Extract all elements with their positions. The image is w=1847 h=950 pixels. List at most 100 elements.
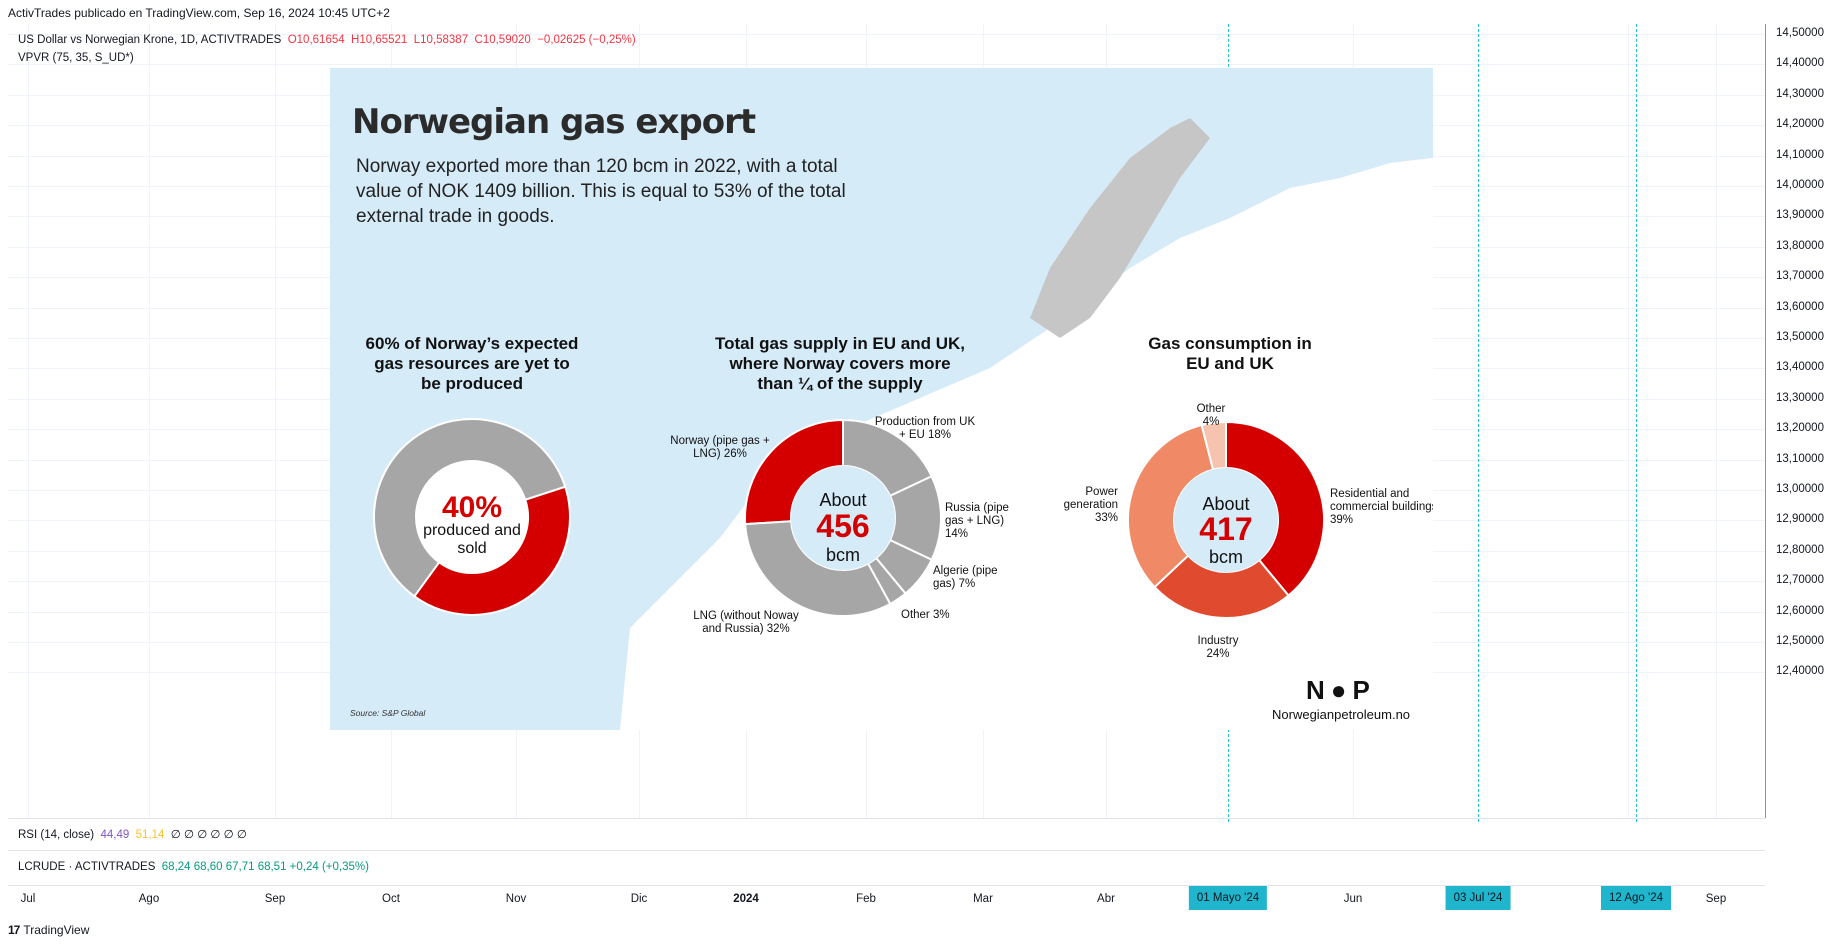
label-power: Power generation 33% [1063, 486, 1118, 524]
symbol-name: US Dollar vs Norwegian Krone, 1D, ACTIVT… [18, 34, 282, 46]
publication-header: ActivTrades publicado en TradingView.com… [8, 6, 390, 20]
donut2-center-top: About [819, 490, 866, 510]
lcrude-values: 68,24 68,60 67,71 68,51 +0,24 (+0,35%) [161, 861, 369, 873]
price-tick: 13,40000 [1776, 361, 1824, 374]
grid-line [1628, 24, 1629, 818]
label-russia: Russia (pipe gas + LNG) 14% [945, 502, 1009, 540]
price-tick: 13,80000 [1776, 239, 1824, 252]
donut1-center-label: sold [457, 540, 486, 557]
grid-line [28, 24, 29, 818]
ohlc-open: O10,61654 [287, 34, 345, 46]
price-tick: 12,50000 [1776, 635, 1824, 647]
ohlc-change: −0,02625 (−0,25%) [537, 34, 636, 46]
donut2-title: Total gas supply in EU and UK, where Nor… [715, 334, 965, 393]
price-tick: 13,30000 [1776, 391, 1824, 404]
ohlc-high: H10,65521 [351, 34, 408, 46]
label-residential: Residential and commercial buildings 39% [1330, 488, 1433, 526]
time-axis-border [8, 885, 1765, 886]
rsi-label: RSI (14, close) [18, 829, 95, 841]
rsi-empty-values: ∅ ∅ ∅ ∅ ∅ ∅ [170, 829, 247, 841]
donut3-center-bottom: bcm [1209, 547, 1243, 567]
infographic-subtitle: Norway exported more than 120 bcm in 202… [356, 156, 846, 227]
donut3-hole [1174, 468, 1278, 572]
ohlc-close: C10,59020 [474, 34, 531, 46]
time-label: Abr [1097, 893, 1115, 905]
price-tick: 13,00000 [1776, 483, 1824, 495]
price-tick: 14,10000 [1776, 148, 1824, 161]
grid-line [8, 64, 1765, 66]
symbol-legend[interactable]: US Dollar vs Norwegian Krone, 1D, ACTIVT… [18, 34, 636, 46]
donut1-center-label: produced and [423, 522, 521, 539]
time-label: Ago [138, 893, 160, 905]
vertical-line-jul[interactable] [1478, 24, 1479, 822]
price-tick: 12,80000 [1776, 543, 1824, 556]
price-tick: 12,70000 [1776, 574, 1824, 587]
lcrude-label: LCRUDE · ACTIVTRADES [18, 861, 156, 873]
donut2-hole [791, 466, 895, 570]
source-note: Source: S&P Global [350, 708, 426, 718]
donut-charts: 40%produced andsoldAbout456bcmAbout417bc… [373, 418, 1325, 619]
donut1-center-value: 40% [442, 491, 502, 524]
price-tick: 14,40000 [1776, 57, 1824, 70]
lcrude-legend[interactable]: LCRUDE · ACTIVTRADES 68,24 68,60 67,71 6… [18, 861, 369, 873]
donut1-title: 60% of Norway’s expected gas resources a… [365, 334, 579, 393]
vpvr-indicator-label[interactable]: VPVR (75, 35, S_UD*) [18, 52, 134, 64]
footer-brand: TradingView [23, 923, 90, 937]
time-highlight-label[interactable]: 12 Ago '24 [1601, 886, 1671, 910]
time-label: Feb [856, 893, 876, 905]
vertical-line-aug[interactable] [1636, 24, 1637, 822]
grid-line [8, 34, 1765, 35]
price-tick: 12,60000 [1776, 604, 1824, 617]
grid-line [275, 24, 276, 818]
label-norway: Norway (pipe gas + LNG) 26% [670, 435, 770, 460]
np-logo: N●P [1306, 675, 1376, 705]
time-label: Jul [20, 893, 36, 905]
time-highlight-label[interactable]: 01 Mayo '24 [1188, 886, 1268, 910]
price-tick: 13,90000 [1776, 209, 1824, 222]
label-other-consumption: Other 4% [1196, 403, 1226, 428]
rsi-legend[interactable]: RSI (14, close) 44,49 51,14 ∅ ∅ ∅ ∅ ∅ ∅ [18, 827, 247, 841]
time-label: Jun [1343, 893, 1363, 905]
price-tick: 13,20000 [1776, 422, 1824, 435]
label-algerie: Algerie (pipe gas) 7% [933, 565, 998, 590]
time-axis[interactable]: JulAgoSepOctNovDic2024FebMarAbrJunAgSep0… [8, 886, 1765, 914]
footer: 17 TradingView [8, 923, 89, 937]
price-tick: 12,40000 [1776, 665, 1824, 678]
time-label: Mar [973, 893, 993, 905]
donut3-center-top: About [1202, 494, 1249, 514]
tradingview-logo-icon: 17 [8, 923, 20, 937]
rsi-value: 44,49 [100, 829, 130, 841]
time-label: 2024 [733, 893, 759, 905]
label-production: Production from UK + EU 18% [874, 416, 976, 441]
price-tick: 14,50000 [1776, 27, 1824, 39]
donut3-center-value: 417 [1199, 511, 1252, 547]
price-tick: 14,20000 [1776, 118, 1824, 131]
price-tick: 13,50000 [1776, 331, 1824, 343]
label-other-supply: Other 3% [901, 609, 950, 621]
label-industry: Industry 24% [1197, 635, 1239, 660]
time-label: Dic [630, 893, 648, 905]
price-scale-border [1765, 24, 1766, 818]
grid-line [1716, 24, 1717, 818]
time-highlight-label[interactable]: 03 Jul '24 [1445, 886, 1511, 910]
donut2-center-bottom: bcm [826, 545, 860, 565]
time-label: Sep [1705, 893, 1727, 905]
price-tick: 14,30000 [1776, 87, 1824, 100]
donut2-center-value: 456 [816, 508, 869, 544]
grid-line [149, 24, 150, 818]
logo-url: Norwegianpetroleum.no [1272, 707, 1411, 722]
pane-separator-2[interactable] [8, 850, 1765, 851]
donut3-title: Gas consumption in EU and UK [1148, 334, 1312, 373]
price-scale[interactable]: 14,50000 14,40000 14,30000 14,20000 14,10000… [1766, 24, 1847, 818]
time-label: Sep [264, 893, 286, 905]
ohlc-low: L10,58387 [413, 34, 469, 46]
infographic-title: Norwegian gas export [352, 102, 756, 142]
rsi-ma-value: 51,14 [135, 829, 165, 841]
infographic-image: Norwegian gas export Norway exported mor… [330, 68, 1433, 730]
price-tick: 13,60000 [1776, 300, 1824, 313]
price-tick: 13,70000 [1776, 270, 1824, 283]
pane-separator[interactable] [8, 818, 1765, 819]
time-label: Nov [505, 893, 527, 905]
donut1-hole [416, 461, 528, 573]
time-label: Oct [382, 893, 400, 905]
